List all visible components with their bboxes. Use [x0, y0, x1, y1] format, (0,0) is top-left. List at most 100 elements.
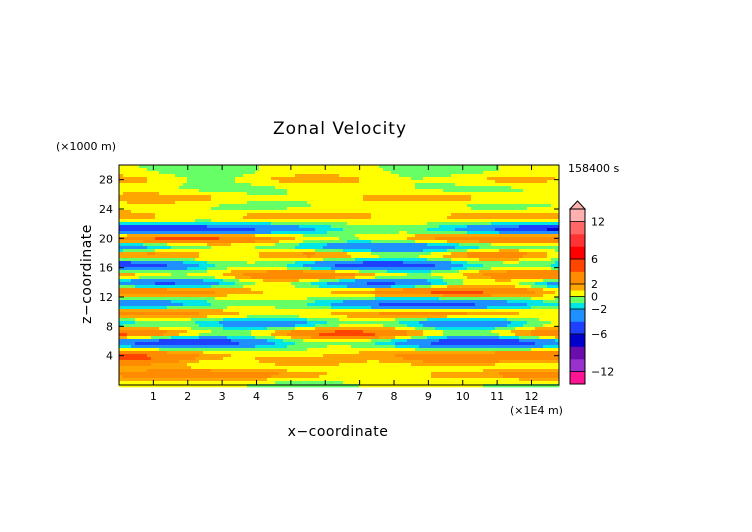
heatmap-cell — [303, 285, 308, 289]
heatmap-cell — [403, 204, 408, 208]
heatmap-cell — [183, 228, 188, 232]
heatmap-cell — [215, 255, 220, 259]
heatmap-cell — [223, 168, 228, 172]
heatmap-cell — [487, 195, 492, 199]
heatmap-cell — [403, 270, 408, 274]
heatmap-cell — [383, 228, 388, 232]
heatmap-cell — [435, 237, 440, 241]
heatmap-cell — [363, 198, 368, 202]
heatmap-cell — [491, 171, 496, 175]
heatmap-cell — [367, 180, 372, 184]
heatmap-cell — [263, 186, 268, 190]
heatmap-cell — [499, 210, 504, 214]
heatmap-cell — [323, 198, 328, 202]
heatmap-cell — [275, 273, 280, 277]
heatmap-cell — [195, 183, 200, 187]
heatmap-cell — [423, 270, 428, 274]
heatmap-cell — [403, 192, 408, 196]
heatmap-cell — [343, 282, 348, 286]
heatmap-cell — [487, 237, 492, 241]
heatmap-cell — [131, 186, 136, 190]
heatmap-cell — [411, 222, 416, 226]
heatmap-cell — [155, 255, 160, 259]
heatmap-cell — [319, 168, 324, 172]
heatmap-cell — [407, 297, 412, 301]
heatmap-cell — [515, 240, 520, 244]
heatmap-cell — [543, 195, 548, 199]
heatmap-cell — [555, 201, 560, 205]
heatmap-cell — [187, 237, 192, 241]
heatmap-cell — [487, 279, 492, 283]
heatmap-cell — [499, 183, 504, 187]
heatmap-cell — [307, 165, 312, 169]
heatmap-cell — [167, 195, 172, 199]
heatmap-cell — [351, 171, 356, 175]
heatmap-cell — [207, 267, 212, 271]
heatmap-cell — [483, 216, 488, 220]
heatmap-cell — [123, 198, 128, 202]
heatmap-cell — [291, 204, 296, 208]
heatmap-cell — [455, 177, 460, 181]
heatmap-cell — [255, 207, 260, 211]
heatmap-cell — [427, 258, 432, 262]
heatmap-cell — [507, 207, 512, 211]
heatmap-cell — [151, 261, 156, 265]
heatmap-cell — [355, 267, 360, 271]
heatmap-cell — [311, 270, 316, 274]
heatmap-cell — [259, 300, 264, 304]
heatmap-cell — [507, 234, 512, 238]
heatmap-cell — [183, 231, 188, 235]
heatmap-cell — [455, 237, 460, 241]
heatmap-cell — [467, 246, 472, 250]
heatmap-cell — [483, 189, 488, 193]
heatmap-cell — [335, 240, 340, 244]
heatmap-cell — [427, 210, 432, 214]
heatmap-cell — [291, 222, 296, 226]
heatmap-cell — [215, 183, 220, 187]
heatmap-cell — [231, 168, 236, 172]
heatmap-cell — [535, 210, 540, 214]
heatmap-cell — [459, 174, 464, 178]
heatmap-cell — [447, 240, 452, 244]
heatmap-cell — [139, 285, 144, 289]
heatmap-cell — [263, 201, 268, 205]
heatmap-cell — [427, 195, 432, 199]
heatmap-cell — [127, 171, 132, 175]
heatmap-cell — [311, 225, 316, 229]
heatmap-cell — [231, 192, 236, 196]
heatmap-cell — [475, 231, 480, 235]
heatmap-cell — [551, 213, 556, 217]
heatmap-cell — [363, 279, 368, 283]
heatmap-cell — [135, 228, 140, 232]
heatmap-cell — [239, 297, 244, 301]
heatmap-cell — [423, 219, 428, 223]
heatmap-cell — [171, 264, 176, 268]
heatmap-cell — [263, 174, 268, 178]
heatmap-cell — [319, 285, 324, 289]
heatmap-cell — [267, 177, 272, 181]
heatmap-cell — [539, 267, 544, 271]
heatmap-cell — [127, 282, 132, 286]
heatmap-cell — [343, 240, 348, 244]
heatmap-cell — [407, 171, 412, 175]
heatmap-cell — [223, 204, 228, 208]
heatmap-cell — [315, 177, 320, 181]
heatmap-cell — [299, 264, 304, 268]
heatmap-cell — [219, 180, 224, 184]
heatmap-cell — [295, 222, 300, 226]
heatmap-cell — [215, 168, 220, 172]
heatmap-cell — [399, 189, 404, 193]
heatmap-cell — [363, 246, 368, 250]
heatmap-cell — [267, 240, 272, 244]
heatmap-cell — [151, 216, 156, 220]
heatmap-cell — [183, 183, 188, 187]
heatmap-cell — [515, 249, 520, 253]
heatmap-cell — [275, 249, 280, 253]
heatmap-cell — [507, 210, 512, 214]
heatmap-cell — [183, 168, 188, 172]
heatmap-cell — [507, 255, 512, 259]
heatmap-cell — [171, 300, 176, 304]
heatmap-cell — [415, 177, 420, 181]
heatmap-cell — [479, 216, 484, 220]
